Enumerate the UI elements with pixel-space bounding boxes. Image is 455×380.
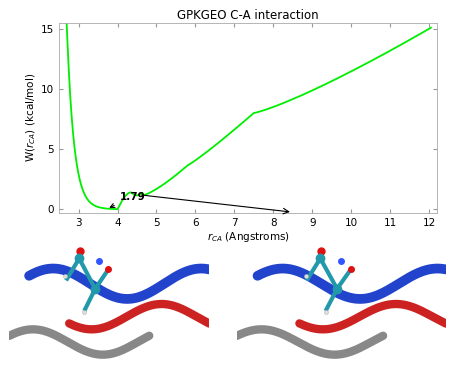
Text: 1.79: 1.79 <box>110 192 145 207</box>
Title: GPKGEO C-A interaction: GPKGEO C-A interaction <box>177 9 319 22</box>
X-axis label: $r_{CA}$ (Angstroms): $r_{CA}$ (Angstroms) <box>207 230 289 244</box>
Y-axis label: W($r_{CA}$) (kcal/mol): W($r_{CA}$) (kcal/mol) <box>25 73 38 162</box>
